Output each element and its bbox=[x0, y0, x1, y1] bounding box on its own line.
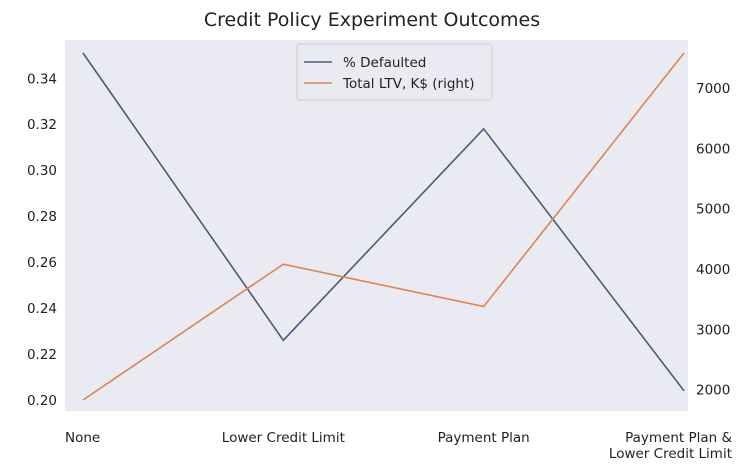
right-tick-label: 6000 bbox=[696, 141, 730, 157]
left-tick-label: 0.26 bbox=[27, 255, 57, 271]
left-tick-label: 0.30 bbox=[27, 163, 57, 179]
legend: % Defaulted Total LTV, K$ (right) bbox=[296, 43, 493, 101]
left-tick-label: 0.32 bbox=[27, 117, 57, 133]
left-tick-label: 0.28 bbox=[27, 209, 57, 225]
x-tick-label: Lower Credit Limit bbox=[222, 430, 345, 446]
x-tick-label: None bbox=[65, 430, 100, 446]
x-tick-label: Payment Plan & Lower Credit Limit bbox=[609, 430, 733, 462]
chart-title: Credit Policy Experiment Outcomes bbox=[204, 9, 540, 31]
right-axis: 2000 3000 4000 5000 6000 7000 bbox=[696, 81, 730, 399]
right-tick-label: 2000 bbox=[696, 383, 730, 399]
right-tick-label: 3000 bbox=[696, 322, 730, 338]
series-line-1 bbox=[82, 52, 685, 401]
right-tick-label: 4000 bbox=[696, 262, 730, 278]
left-tick-label: 0.22 bbox=[27, 347, 57, 363]
series-line-0 bbox=[82, 52, 685, 392]
right-tick-label: 5000 bbox=[696, 202, 730, 218]
left-tick-label: 0.34 bbox=[27, 71, 57, 87]
plot-area bbox=[65, 40, 688, 411]
left-tick-label: 0.24 bbox=[27, 301, 57, 317]
legend-label-1: Total LTV, K$ (right) bbox=[342, 76, 475, 92]
left-axis: 0.20 0.22 0.24 0.26 0.28 0.30 0.32 0.34 bbox=[27, 71, 57, 409]
right-tick-label: 7000 bbox=[696, 81, 730, 97]
left-tick-label: 0.20 bbox=[27, 393, 57, 409]
x-tick-label: Payment Plan bbox=[438, 430, 530, 446]
x-axis: None Lower Credit Limit Payment Plan Paymen… bbox=[65, 430, 732, 462]
legend-box bbox=[296, 43, 493, 101]
legend-label-0: % Defaulted bbox=[343, 55, 426, 71]
series-lines bbox=[82, 52, 685, 401]
